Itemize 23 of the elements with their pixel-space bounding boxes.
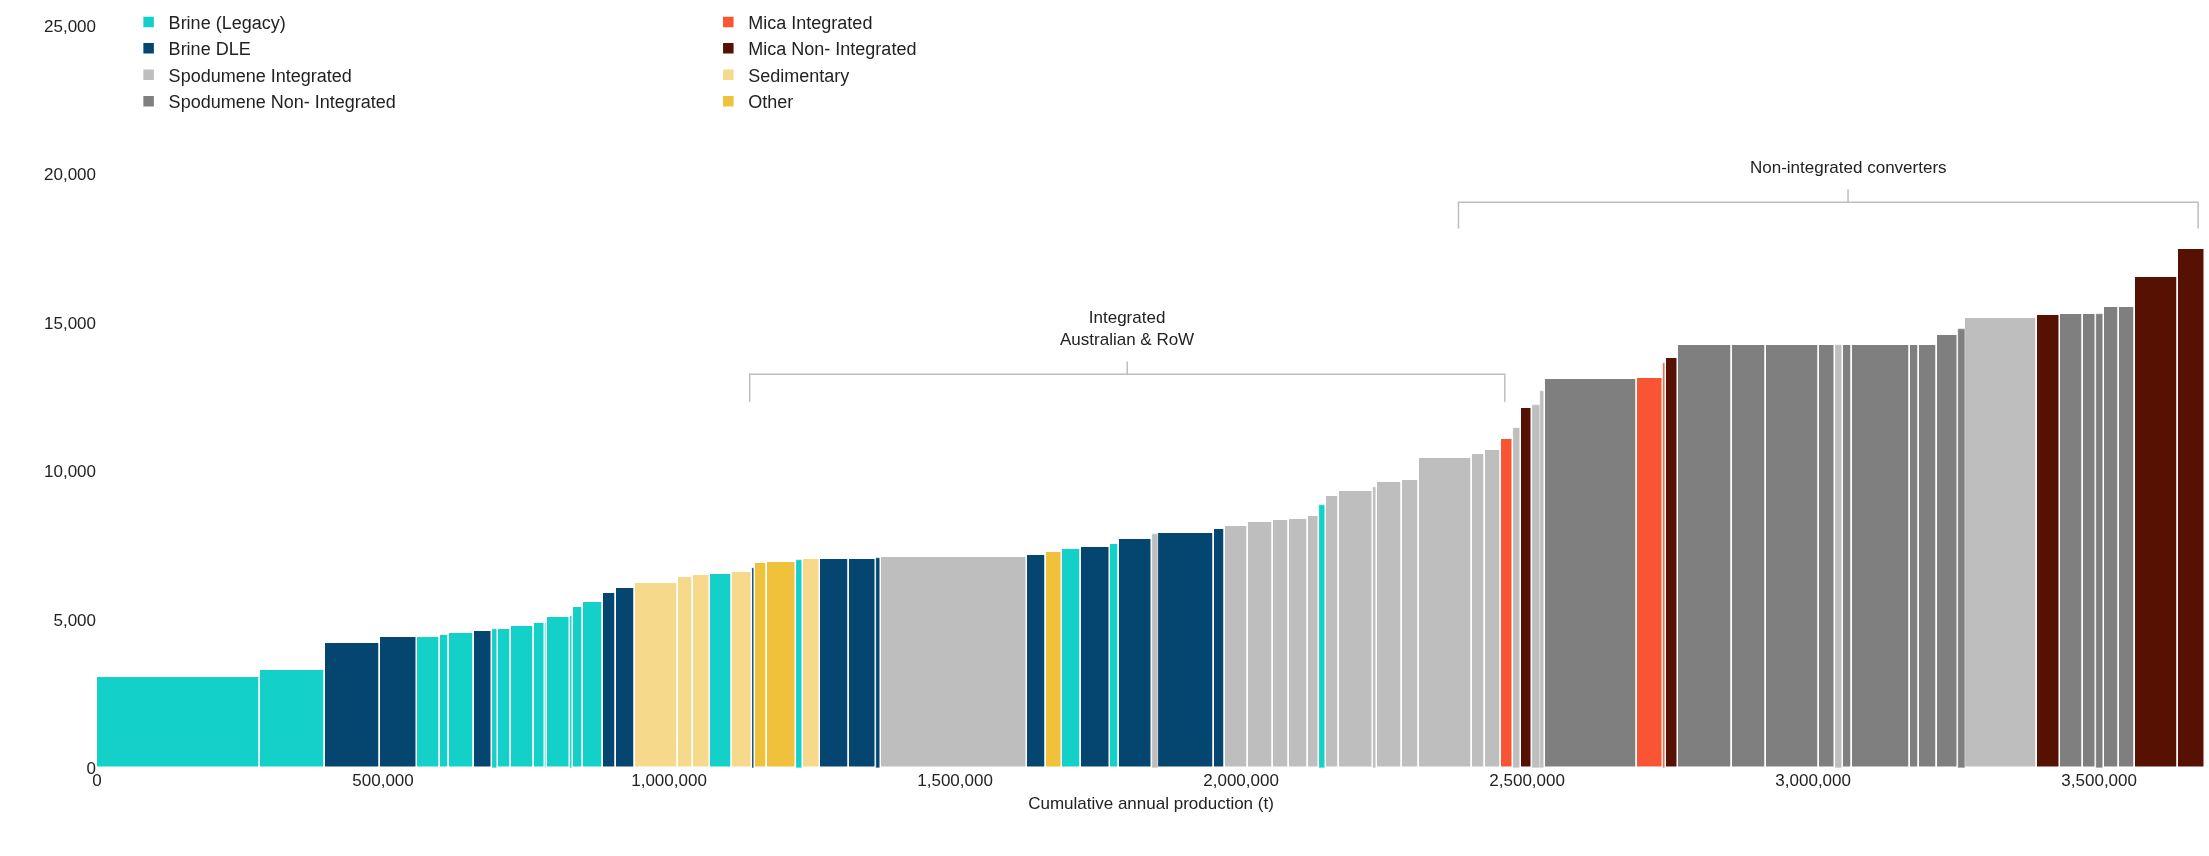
legend-label: Sedimentary [748,65,850,86]
legend-label: Mica Non- Integrated [748,39,917,60]
annotation: Non-integrated converters [1750,158,1947,177]
legend-label: Spodumene Integrated [168,65,352,86]
legend-label: Other [748,92,794,113]
x-tick-label: 2,500,000 [1489,771,1565,790]
x-tick-label: 3,500,000 [2061,771,2137,790]
y-tick-label: 20,000 [44,165,96,185]
x-tick-label: 2,000,000 [1203,771,1279,790]
legend-label: Spodumene Non- Integrated [168,92,396,113]
y-tick-label: 10,000 [44,462,96,482]
legend-label: Mica Integrated [748,12,873,33]
x-tick-label: 3,000,000 [1775,771,1851,790]
legend-label: Brine (Legacy) [168,12,286,33]
y-tick-label: 15,000 [44,313,96,333]
x-tick-label: 1,500,000 [917,771,993,790]
x-tick-label: 500,000 [352,771,414,790]
x-tick-label: 1,000,000 [631,771,707,790]
annotation: Integrated Australian & RoW [1060,308,1195,350]
y-tick-label: 25,000 [44,16,96,36]
y-tick-label: 5,000 [53,610,96,630]
x-axis-title: Cumulative annual production (t) [1028,794,1274,814]
legend-label: Brine DLE [168,39,251,60]
